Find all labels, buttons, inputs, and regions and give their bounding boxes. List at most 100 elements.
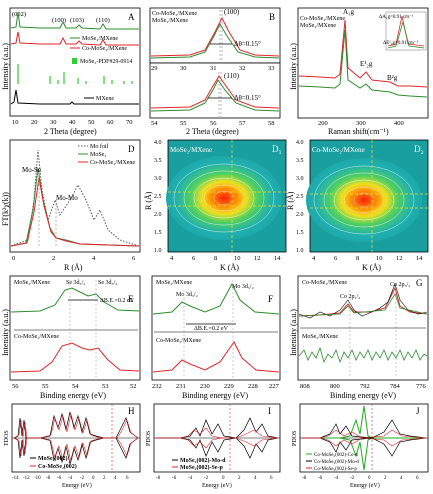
xtick-g-808: 808 — [300, 383, 310, 390]
ytick-d2-2.5: 2.5 — [296, 194, 304, 200]
peak-b-110: (110) — [224, 72, 240, 80]
peak-e-se52: Se 3d₅/₂ — [66, 280, 85, 286]
panel-e: E MoSe₂/MXene Se 3d₅/₂ Se 3d₃/₂ ΔB.E.=0.… — [1, 275, 141, 400]
xtick-d-6: 6 — [132, 255, 136, 262]
ylabel-a: Intensity (a.u.) — [1, 43, 10, 90]
xtick-b-32: 32 — [239, 65, 246, 72]
pdos-mo-d-black-down — [156, 437, 279, 459]
pdos-se-p-red-down — [156, 437, 279, 449]
panel-b: B Co-MoSe₂/MXene MoSe₂/MXene (100) Δθ=0.… — [149, 7, 281, 136]
xtick-a-10: 10 — [12, 119, 19, 126]
wavelet-map-d1 — [166, 156, 282, 240]
xtick-i-6: 6 — [270, 476, 273, 481]
peak-d-mo-mo: Mo-Mo — [56, 194, 78, 202]
wavelet-map-d2 — [306, 158, 422, 242]
xtick-f-231: 231 — [176, 383, 186, 390]
ytick-d1-1.0: 1.0 — [154, 248, 162, 254]
shift-e: ΔB.E.=0.2 eV — [100, 298, 135, 304]
xlabel-b: 2 Theta (degree) — [186, 127, 239, 136]
xlabel-d: R (Å) — [64, 263, 83, 272]
ylabel-d: FT(k³χ(k)) — [1, 192, 10, 226]
xtick-b-31: 31 — [210, 65, 217, 72]
ytick-d2-1.0: 1.0 — [296, 248, 304, 254]
xlabel-h: Energy (eV) — [62, 482, 92, 489]
panel-j-letter: J — [416, 406, 420, 416]
shift-c-a1g: ΔA₁g=0.91 cm⁻¹ — [379, 14, 414, 20]
ytick-d1-3.5: 3.5 — [154, 158, 162, 164]
xtick-c-300: 300 — [356, 120, 366, 127]
xlabel-a: 2 Theta (degree) — [44, 127, 97, 136]
pdos-mo-d-black-j — [302, 419, 427, 439]
label-e-bottom: Co-MoSe₂/MXene — [14, 334, 59, 340]
peak-g-co12: Co 2p₁/₂ — [340, 294, 360, 300]
label-f-top: MoSe₂/MXene — [156, 280, 192, 286]
xtick-e-54: 54 — [72, 383, 79, 390]
peak-002-label: (002) — [12, 11, 26, 18]
xtick-i-2: 2 — [238, 476, 241, 481]
xlabel-g: Binding energy (eV) — [330, 391, 396, 400]
xrd-mose2-curve — [10, 11, 139, 30]
xtick-d2-10: 10 — [376, 255, 383, 262]
panel-e-letter: E — [128, 294, 134, 304]
xtick-b-54: 54 — [151, 120, 158, 127]
xlabel-i: Energy (eV) — [202, 482, 232, 489]
panel-j: J Co-MoSe₂(002)-Co-d Co-MoSe₂(002)-Mo-d … — [292, 403, 429, 489]
panel-h-letter: H — [128, 406, 135, 416]
legend-d-mo-foil: Mo foil — [90, 143, 109, 150]
xtick-a-20: 20 — [31, 119, 38, 126]
panel-d1-letter: D₁ — [272, 144, 282, 154]
legend-j-se-p: Co-MoSe₂(002)-Se-p — [314, 467, 357, 472]
xtick-f-227: 227 — [269, 383, 280, 390]
label-g-top: Co-MoSe₂/MXene — [302, 280, 347, 286]
shift-f: ΔB.E.=0.2 eV — [194, 326, 229, 332]
ytick-d2-3.5: 3.5 — [296, 158, 304, 164]
xtick-h-m2: -2 — [80, 476, 85, 481]
xps-f-bottom-curve — [152, 341, 280, 373]
panel-h: H MoSe₂(002) Co-MoSe₂(002) -14 -12 -10 -… — [4, 403, 141, 489]
xtick-h-m4: -4 — [68, 476, 73, 481]
xlabel-j: Energy (eV) — [350, 482, 380, 489]
label-e-top: MoSe₂/MXene — [14, 280, 50, 286]
pdos-se-p-red-j-down — [302, 437, 427, 447]
xtick-f-232: 232 — [152, 383, 162, 390]
ylabel-c: Intensity (a.u.) — [289, 43, 298, 90]
peak-103-label: (103) — [70, 17, 84, 24]
xtick-e-56: 56 — [12, 383, 19, 390]
panel-d1: MoSe₂/MXene D₁ 4.0 3.5 3.0 2.5 2.0 1.5 1… — [144, 139, 287, 272]
xlabel-e: Binding energy (eV) — [40, 391, 106, 400]
xtick-b-58: 58 — [268, 120, 275, 127]
xtick-a-50: 50 — [88, 119, 95, 126]
pdf-reference-bars — [17, 64, 133, 84]
xtick-i-0: 0 — [222, 476, 225, 481]
xtick-j-m4: -4 — [334, 476, 339, 481]
label-g-bottom: MoSe₂/MXene — [302, 334, 338, 340]
panel-d2-letter: D₂ — [414, 144, 424, 154]
ytick-d1-3.0: 3.0 — [154, 176, 162, 182]
raman-inset-green — [387, 20, 425, 49]
xtick-d2-8: 8 — [356, 255, 359, 262]
xtick-a-60: 60 — [107, 119, 114, 126]
xtick-i-m6: -6 — [172, 476, 177, 481]
peak-d-mo-se: Mo-Se — [22, 166, 41, 174]
shift-c-e2g: ΔE¹₂g=0.91 cm⁻¹ — [383, 40, 419, 46]
peak-f-mo52: Mo 3d₅/₂ — [232, 284, 254, 290]
legend-a-mose2: MoSe₂/MXene — [82, 36, 118, 42]
xps-e-top-curve — [10, 287, 140, 313]
ytick-d2-2.0: 2.0 — [296, 212, 304, 218]
xtick-d1-12: 12 — [254, 255, 261, 262]
pdos-se-p-red-j — [302, 429, 427, 439]
peak-e-se32: Se 3d₃/₂ — [98, 280, 117, 286]
label-f-bottom: Co-MoSe₂/MXene — [156, 338, 201, 344]
xlabel-c: Raman shift(cm⁻¹) — [328, 127, 389, 136]
peak-100-label: (100) — [52, 17, 66, 24]
peak-g-co32: Co 2p₃/₂ — [390, 282, 410, 288]
ytick-d1-2.0: 2.0 — [154, 212, 162, 218]
peak-c-e2g: E¹₂g — [360, 60, 373, 68]
xtick-h-m14: -14 — [12, 476, 19, 481]
ylabel-g: Intensity (a.u.) — [289, 309, 298, 356]
xtick-j-m8: -8 — [302, 476, 307, 481]
panel-d2: Co-MoSe₂/MXene D₂ 4.0 3.5 3.0 2.5 2.0 1.… — [286, 139, 429, 272]
legend-j-mo-d: Co-MoSe₂(002)-Mo-d — [314, 460, 359, 465]
